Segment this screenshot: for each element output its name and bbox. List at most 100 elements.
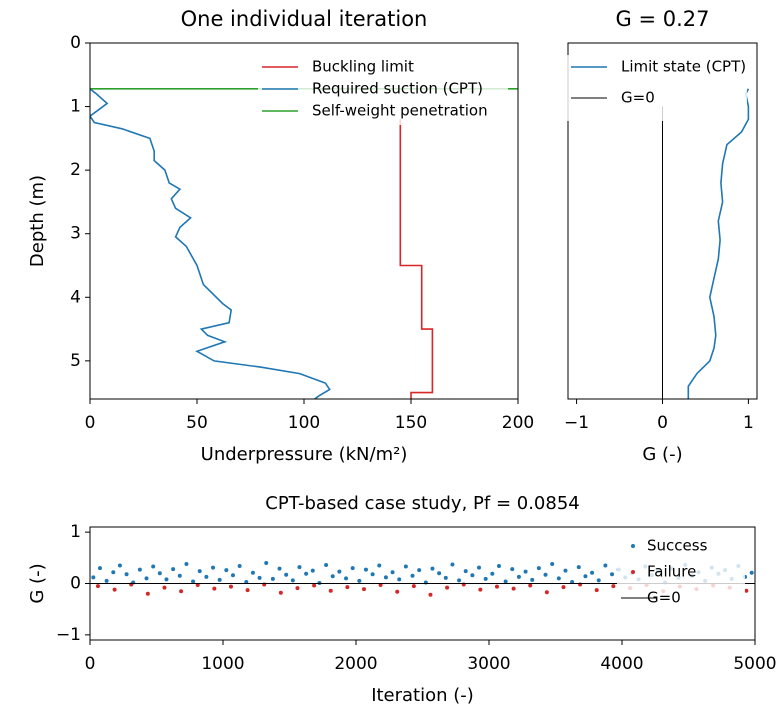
y-axis-label: G (-)	[27, 563, 48, 603]
legend-label: G=0	[647, 589, 681, 607]
x-tick-label: 0	[85, 413, 96, 433]
x-tick-label: −1	[564, 413, 589, 433]
point	[217, 577, 222, 582]
y-tick-label: 4	[70, 287, 81, 307]
legend-label: Required suction (CPT)	[312, 80, 483, 98]
point	[312, 583, 317, 588]
point	[177, 573, 182, 578]
point	[328, 588, 333, 593]
chart-title: G = 0.27	[616, 7, 710, 31]
point	[104, 578, 109, 583]
point	[411, 584, 416, 589]
point	[270, 576, 275, 581]
point	[211, 565, 216, 570]
point	[363, 567, 368, 572]
point	[278, 590, 283, 595]
point	[403, 564, 408, 569]
point	[164, 577, 169, 582]
point	[610, 572, 615, 577]
point	[443, 575, 448, 580]
point	[297, 565, 302, 570]
x-tick-label: 0	[85, 654, 96, 674]
point	[477, 565, 482, 570]
x-tick-label: 2000	[334, 654, 377, 674]
point	[290, 578, 295, 583]
point	[124, 572, 129, 577]
point	[536, 566, 541, 571]
point	[304, 571, 309, 576]
y-tick-label: 3	[70, 224, 81, 244]
point	[345, 585, 350, 590]
point	[510, 567, 515, 572]
point	[511, 586, 516, 591]
point	[596, 578, 601, 583]
legend-bg	[617, 534, 745, 616]
legend-marker	[631, 544, 635, 548]
point	[112, 587, 117, 592]
point	[556, 576, 561, 581]
x-tick-label: 100	[288, 413, 320, 433]
point	[204, 574, 209, 579]
point	[310, 568, 315, 573]
point	[97, 566, 102, 571]
x-tick-label: 200	[502, 413, 534, 433]
point	[377, 563, 382, 568]
point	[749, 570, 754, 575]
point	[390, 570, 395, 575]
y-tick-label: 5	[70, 351, 81, 371]
x-tick-label: 50	[186, 413, 208, 433]
point	[397, 577, 402, 582]
point	[544, 590, 549, 595]
x-tick-label: 4000	[600, 654, 643, 674]
point	[457, 578, 462, 583]
point	[445, 585, 450, 590]
point	[490, 571, 495, 576]
point	[317, 580, 322, 585]
point	[378, 583, 383, 588]
legend-label: Buckling limit	[312, 58, 414, 76]
point	[324, 563, 329, 568]
x-axis-label: Iteration (-)	[371, 685, 474, 706]
point	[330, 574, 335, 579]
point	[228, 584, 233, 589]
point	[344, 576, 349, 581]
plot-area	[662, 88, 750, 399]
point	[437, 571, 442, 576]
point	[478, 587, 483, 592]
point	[417, 568, 422, 573]
point	[383, 575, 388, 580]
point	[483, 576, 488, 581]
legend-bg	[258, 55, 508, 125]
point	[594, 588, 599, 593]
point	[583, 574, 588, 579]
point	[395, 589, 400, 594]
point	[137, 567, 142, 572]
point	[191, 579, 196, 584]
legend-label: Self-weight penetration	[312, 102, 488, 120]
point	[576, 565, 581, 570]
line-series	[399, 119, 434, 399]
y-tick-label: 1	[70, 97, 81, 117]
point	[245, 588, 250, 593]
point	[496, 564, 501, 569]
point	[244, 579, 249, 584]
x-tick-label: 150	[395, 413, 427, 433]
point	[603, 563, 608, 568]
point	[337, 569, 342, 574]
point	[744, 588, 749, 593]
point	[264, 560, 269, 565]
point	[543, 572, 548, 577]
point	[295, 586, 300, 591]
axes-frame	[89, 526, 756, 641]
point	[430, 566, 435, 571]
x-tick-label: 0	[657, 413, 668, 433]
point	[224, 568, 229, 573]
point	[516, 574, 521, 579]
legend-label: Failure	[647, 563, 696, 581]
point	[570, 579, 575, 584]
point	[550, 561, 555, 566]
x-tick-label: 5000	[733, 654, 776, 674]
point	[184, 561, 189, 566]
x-axis-label: Underpressure (kN/m²)	[201, 444, 408, 465]
